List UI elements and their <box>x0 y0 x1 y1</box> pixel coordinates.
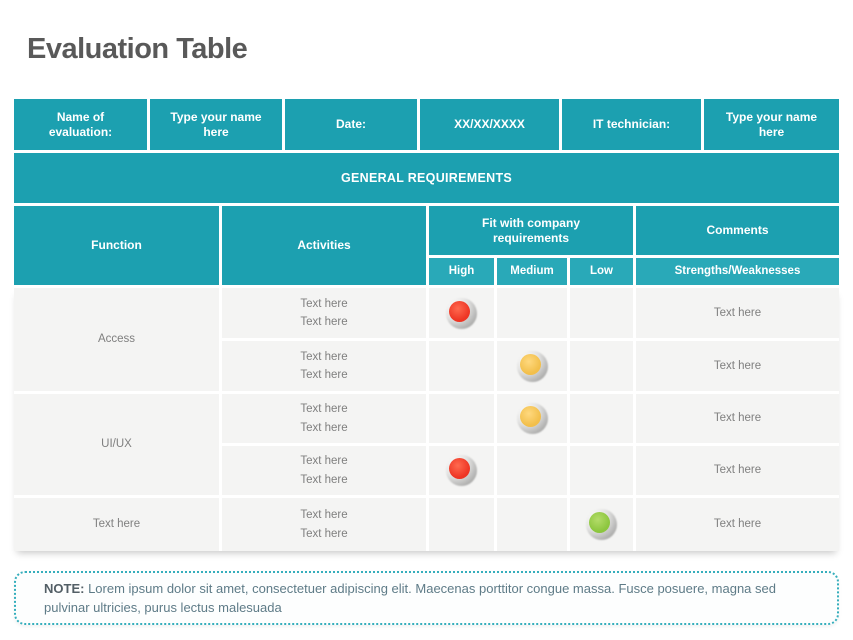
header-function: Function <box>14 206 219 285</box>
header-strengths: Strengths/Weaknesses <box>636 258 839 285</box>
header-comments: Comments <box>636 206 839 255</box>
rating-cell-high[interactable] <box>429 288 494 338</box>
header-activities: Activities <box>222 206 426 285</box>
header-fit: Fit with company requirements <box>429 206 633 255</box>
activities-cell[interactable]: Text here Text here <box>222 288 426 338</box>
rating-dot-medium <box>516 403 548 434</box>
info-label-date: Date: <box>285 99 417 150</box>
table-header: Function Activities Fit with company req… <box>14 206 839 285</box>
rating-cell-low[interactable] <box>570 341 633 391</box>
rating-dot-high <box>446 455 477 486</box>
info-label-name-of-evaluation: Name of evaluation: <box>14 99 147 150</box>
rating-cell-medium[interactable] <box>497 288 567 338</box>
info-placeholder-date[interactable]: XX/XX/XXXX <box>420 99 559 150</box>
activities-cell[interactable]: Text here Text here <box>222 341 426 391</box>
rating-cell-high[interactable] <box>429 394 494 443</box>
note-text: NOTE: Lorem ipsum dolor sit amet, consec… <box>44 579 809 618</box>
comment-cell[interactable]: Text here <box>636 288 839 338</box>
rating-cell-medium[interactable] <box>497 498 567 551</box>
note-box: NOTE: Lorem ipsum dolor sit amet, consec… <box>14 571 839 625</box>
note-body: Lorem ipsum dolor sit amet, consectetuer… <box>44 580 776 616</box>
rating-cell-medium[interactable] <box>497 341 567 391</box>
rating-cell-high[interactable] <box>429 446 494 495</box>
activities-cell[interactable]: Text here Text here <box>222 394 426 443</box>
header-high: High <box>429 258 494 285</box>
rating-cell-low[interactable] <box>570 498 633 551</box>
function-cell-placeholder[interactable]: Text here <box>14 498 219 551</box>
rating-cell-low[interactable] <box>570 394 633 443</box>
rating-cell-high[interactable] <box>429 498 494 551</box>
activities-cell[interactable]: Text here Text here <box>222 446 426 495</box>
info-header: Name of evaluation: Type your name here … <box>14 99 839 150</box>
rating-cell-low[interactable] <box>570 446 633 495</box>
comment-cell[interactable]: Text here <box>636 394 839 443</box>
page-title: Evaluation Table <box>27 33 248 65</box>
activities-cell[interactable]: Text here Text here <box>222 498 426 551</box>
header-low: Low <box>570 258 633 285</box>
comment-cell[interactable]: Text here <box>636 498 839 551</box>
comment-cell[interactable]: Text here <box>636 446 839 495</box>
rating-cell-medium[interactable] <box>497 446 567 495</box>
rating-cell-low[interactable] <box>570 288 633 338</box>
rating-cell-high[interactable] <box>429 341 494 391</box>
rating-cell-medium[interactable] <box>497 394 567 443</box>
note-label: NOTE: <box>44 580 85 596</box>
rating-dot-low <box>586 509 617 540</box>
section-banner: GENERAL REQUIREMENTS <box>14 153 839 203</box>
info-label-it-technician: IT technician: <box>562 99 701 150</box>
rating-dot-high <box>446 297 477 329</box>
function-cell-access[interactable]: Access <box>14 288 219 391</box>
info-placeholder-technician-name[interactable]: Type your name here <box>704 99 839 150</box>
table-body: Access UI/UX Text here Text here Text he… <box>14 288 839 551</box>
comment-cell[interactable]: Text here <box>636 341 839 391</box>
header-medium: Medium <box>497 258 567 285</box>
function-cell-uiux[interactable]: UI/UX <box>14 394 219 495</box>
rating-dot-medium <box>516 350 548 382</box>
info-placeholder-evaluation-name[interactable]: Type your name here <box>150 99 282 150</box>
